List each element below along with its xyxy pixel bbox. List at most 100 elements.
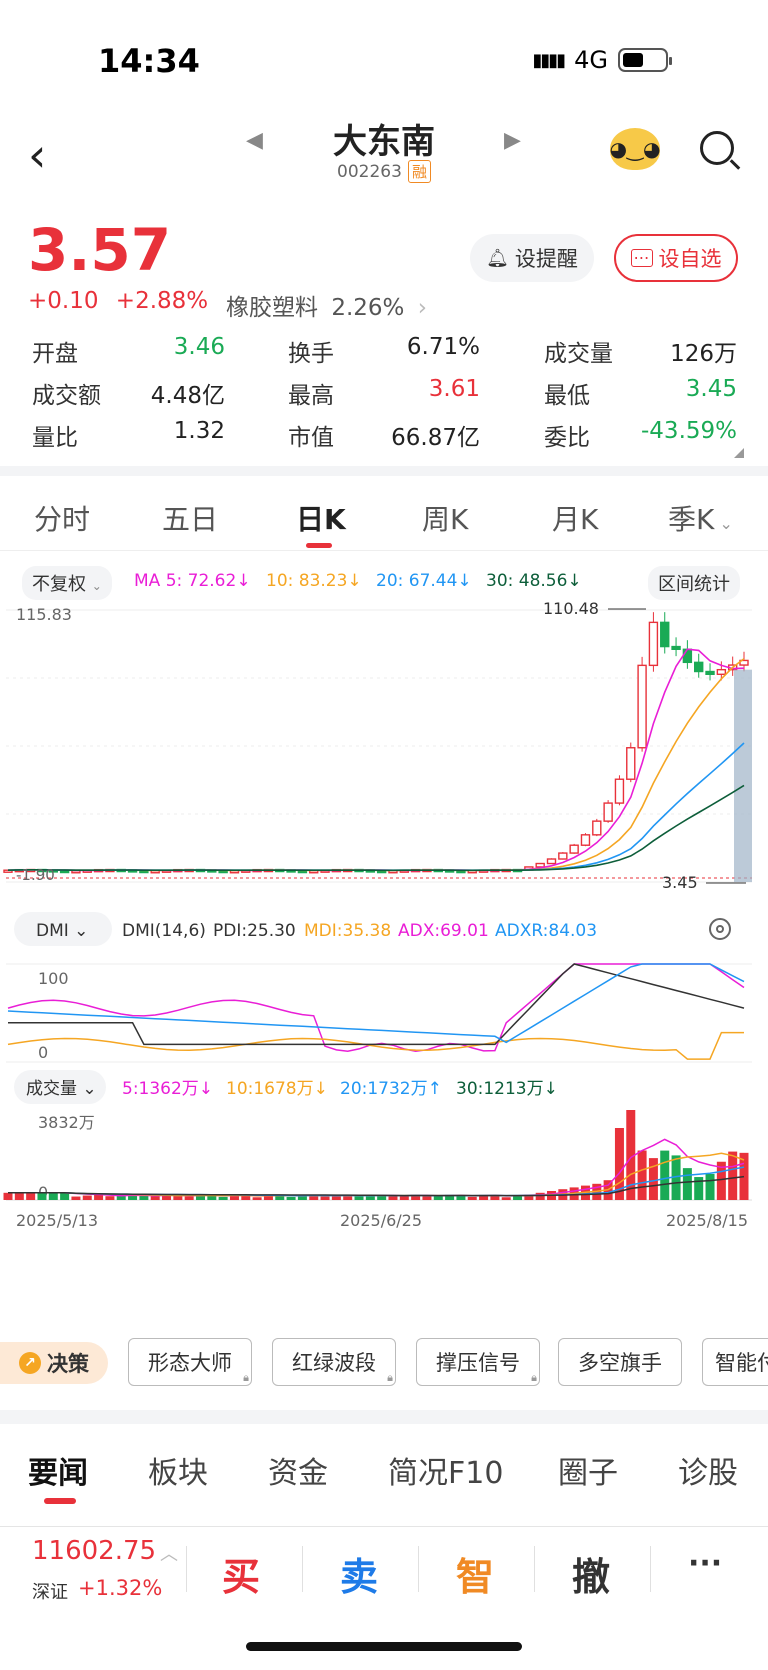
volume-bar bbox=[343, 1194, 353, 1200]
period-tab-label: 分时 bbox=[34, 503, 91, 536]
metric-value: 66.87亿 bbox=[391, 425, 480, 451]
status-indicators: ▮▮▮▮ 4G bbox=[532, 46, 672, 74]
add-watchlist-button[interactable]: ⋯ 设自选 bbox=[614, 234, 738, 282]
volume-bar bbox=[82, 1195, 92, 1200]
range-stats-button[interactable]: 区间统计 bbox=[648, 566, 740, 600]
network-type: 4G bbox=[574, 46, 608, 74]
metric-value: 3.46 bbox=[173, 334, 225, 360]
volume-bar bbox=[139, 1195, 149, 1200]
period-tab[interactable]: 五日 bbox=[162, 498, 218, 538]
high-price-marker: 110.48 bbox=[543, 600, 599, 618]
metric-value: 4.48亿 bbox=[150, 383, 225, 409]
stock-name: 大东南 bbox=[333, 122, 435, 162]
ma30-indicator: 30: 48.56↓ bbox=[486, 571, 582, 591]
strategy-button-label: 形态大师 bbox=[148, 1351, 232, 1375]
news-tab[interactable]: 资金 bbox=[268, 1456, 328, 1491]
volume-bar bbox=[60, 1192, 70, 1200]
period-tab[interactable]: 分时 bbox=[34, 498, 90, 538]
metric-label: 开盘 bbox=[32, 341, 78, 367]
candle-body bbox=[3, 869, 13, 873]
volume-bar bbox=[728, 1151, 738, 1200]
volume-bar bbox=[286, 1196, 296, 1200]
search-icon[interactable] bbox=[700, 131, 734, 165]
volume-bar bbox=[94, 1194, 104, 1200]
volume-bar bbox=[252, 1197, 262, 1200]
volume-bar bbox=[535, 1192, 545, 1200]
volume-bar bbox=[637, 1150, 647, 1200]
buy-button[interactable]: 买 bbox=[222, 1555, 261, 1599]
chevron-right-icon: › bbox=[417, 295, 427, 321]
lock-icon: 🔒︎ bbox=[531, 1371, 537, 1384]
prev-stock-icon[interactable]: ◀ bbox=[246, 128, 263, 153]
margin-badge: 融 bbox=[407, 160, 431, 183]
volume-bar bbox=[116, 1195, 126, 1200]
metric-label: 量比 bbox=[32, 425, 78, 451]
volume-bar bbox=[388, 1195, 398, 1200]
dmi-line-2 bbox=[8, 963, 745, 1046]
stock-code-row: 002263 融 bbox=[0, 160, 768, 183]
volume-bar bbox=[479, 1194, 489, 1200]
decision-tag[interactable]: ↗ 决策 bbox=[0, 1342, 108, 1384]
period-tab-label: 周K bbox=[422, 503, 469, 536]
index-value[interactable]: 11602.75 bbox=[32, 1536, 157, 1566]
current-price: 3.57 bbox=[28, 216, 172, 284]
adjust-selector[interactable]: 不复权 ⌄ bbox=[22, 566, 112, 600]
smart-button[interactable]: 智 bbox=[456, 1555, 495, 1599]
volume-bar bbox=[445, 1194, 455, 1200]
next-stock-icon[interactable]: ▶ bbox=[504, 128, 521, 153]
candle-body bbox=[626, 747, 636, 780]
chevron-up-icon[interactable]: ︿ bbox=[160, 1544, 178, 1565]
news-tab[interactable]: 要闻 bbox=[28, 1456, 88, 1491]
volume-bar bbox=[297, 1195, 307, 1200]
strategy-button[interactable]: 多空旗手 bbox=[558, 1338, 682, 1386]
change-percent: +2.88% bbox=[115, 288, 209, 314]
cancel-order-button[interactable]: 撤 bbox=[572, 1555, 611, 1599]
sell-button[interactable]: 卖 bbox=[340, 1555, 379, 1599]
range-stats-label: 区间统计 bbox=[658, 574, 730, 595]
news-tab[interactable]: 板块 bbox=[148, 1456, 208, 1491]
strategy-button[interactable]: 红绿波段 🔒︎ bbox=[272, 1338, 396, 1386]
news-tab[interactable]: 诊股 bbox=[678, 1456, 738, 1491]
expand-corner-icon[interactable] bbox=[734, 448, 744, 458]
back-chevron-icon[interactable]: ‹ bbox=[28, 128, 47, 182]
set-alert-button[interactable]: 🔔︎ 设提醒 bbox=[470, 234, 594, 282]
metric-label: 委比 bbox=[544, 425, 590, 451]
volume-selector bbox=[14, 1070, 106, 1104]
volume-bar bbox=[501, 1197, 511, 1200]
volume-bar bbox=[150, 1196, 160, 1200]
volume-bar bbox=[490, 1195, 500, 1200]
metric-value: 1.32 bbox=[173, 418, 225, 444]
tab-divider bbox=[0, 550, 768, 551]
mascot-avatar-icon[interactable]: ◕‿◕ bbox=[610, 128, 661, 170]
vol-ma30-line bbox=[8, 1175, 745, 1197]
period-tab[interactable]: 日K bbox=[296, 498, 346, 538]
dmi-selector bbox=[14, 912, 112, 946]
candle-body bbox=[694, 661, 704, 673]
set-alert-label: 设提醒 bbox=[514, 247, 578, 271]
stock-code: 002263 bbox=[337, 162, 402, 182]
strategy-button[interactable]: 撑压信号 🔒︎ bbox=[416, 1338, 540, 1386]
strategy-button[interactable]: 形态大师 🔒︎ bbox=[128, 1338, 252, 1386]
strategy-button[interactable]: 智能付 bbox=[702, 1338, 768, 1386]
volume-bar bbox=[162, 1194, 172, 1200]
period-tab[interactable]: 月K bbox=[552, 498, 598, 538]
sector-link[interactable]: 橡胶塑料 2.26% › bbox=[226, 288, 427, 322]
metric-label: 最低 bbox=[544, 383, 590, 409]
volume-bar bbox=[671, 1155, 681, 1200]
period-tab[interactable]: 周K bbox=[422, 498, 468, 538]
news-tab[interactable]: 圈子 bbox=[558, 1456, 618, 1491]
vol-ma30: 30:1213万↓ bbox=[456, 1079, 558, 1099]
strategy-button-label: 撑压信号 bbox=[436, 1351, 520, 1375]
volume-bar bbox=[229, 1194, 239, 1200]
volume-bar bbox=[399, 1196, 409, 1200]
signal-icon: ▮▮▮▮ bbox=[532, 49, 567, 71]
candle-body bbox=[660, 621, 670, 648]
section-divider bbox=[0, 466, 768, 476]
date-label-end: 2025/8/15 bbox=[666, 1211, 748, 1230]
period-tab[interactable]: 季K ⌄ bbox=[668, 498, 733, 538]
metric-value: -43.59% bbox=[641, 418, 737, 444]
volume-bar bbox=[241, 1195, 251, 1200]
news-tab[interactable]: 简况F10 bbox=[388, 1456, 504, 1491]
kline-chart[interactable]: DMI ⌄ DMI(14,6) PDI:25.30 MDI:35.38 ADX:69.0… bbox=[0, 600, 768, 1300]
more-menu-button[interactable]: ··· bbox=[688, 1546, 723, 1581]
